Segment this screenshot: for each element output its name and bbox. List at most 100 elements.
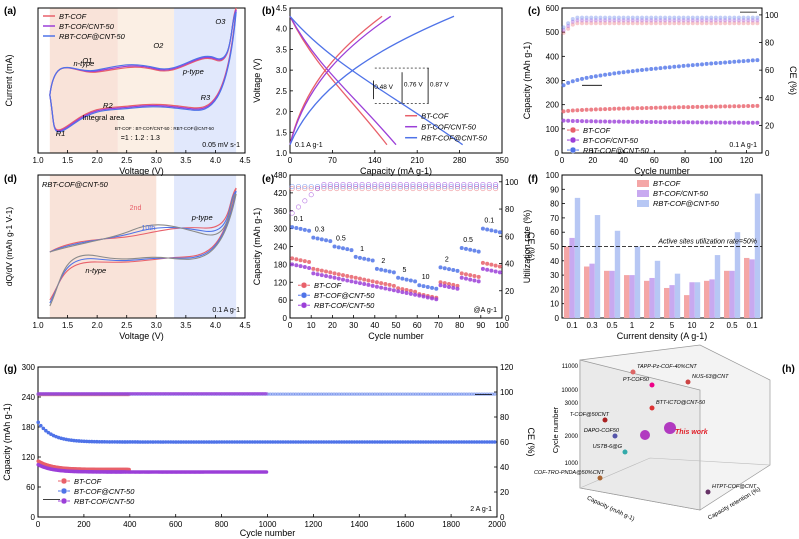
ce-point bbox=[493, 182, 499, 188]
series-1 bbox=[36, 420, 497, 444]
dqdv-charge-0 bbox=[49, 187, 237, 253]
ce-point bbox=[436, 392, 441, 396]
ce-point bbox=[644, 15, 649, 20]
data-point bbox=[425, 285, 430, 290]
data-point bbox=[434, 440, 438, 444]
data-point bbox=[189, 440, 194, 444]
x-tick-label: 0 bbox=[288, 321, 293, 330]
data-point bbox=[334, 440, 339, 444]
bar bbox=[624, 275, 630, 318]
data-point bbox=[379, 285, 384, 290]
point-label: PT-COF50 bbox=[623, 377, 650, 383]
data-point bbox=[723, 104, 728, 109]
y-tick-label: 200 bbox=[546, 101, 560, 110]
ce-point bbox=[630, 21, 635, 26]
bar bbox=[629, 275, 635, 318]
annot-rate: 0.05 mV s-1 bbox=[202, 142, 240, 149]
ce-point bbox=[736, 15, 741, 20]
ce-point bbox=[741, 15, 746, 20]
ce-point bbox=[566, 23, 571, 28]
data-point bbox=[299, 440, 303, 444]
data-point bbox=[242, 440, 247, 444]
ce-point bbox=[467, 392, 471, 396]
data-point bbox=[403, 440, 408, 444]
z-tick-label: 1000 bbox=[565, 461, 579, 467]
data-point bbox=[672, 120, 677, 125]
legend-label: BT-COF bbox=[421, 112, 449, 121]
point-label: T-COF@50CNT bbox=[570, 412, 610, 418]
point-label: This work bbox=[675, 429, 709, 436]
ce-point bbox=[391, 182, 397, 188]
series-1 bbox=[561, 118, 760, 125]
data-point bbox=[357, 440, 362, 444]
data-point bbox=[658, 66, 663, 71]
ce-point bbox=[732, 18, 737, 23]
ce-point bbox=[339, 392, 344, 396]
data-point bbox=[413, 279, 418, 284]
y2-axis-title: CE (%) bbox=[526, 232, 536, 261]
ce-point bbox=[469, 392, 474, 396]
y2-tick-label: 0 bbox=[500, 513, 505, 522]
data-point bbox=[681, 120, 686, 125]
y2-tick-label: 40 bbox=[505, 260, 514, 269]
y-tick-label: 20 bbox=[550, 285, 559, 294]
data-point bbox=[209, 440, 214, 444]
data-point bbox=[107, 440, 112, 444]
ce-point bbox=[653, 18, 658, 23]
panel-label-f: (f) bbox=[528, 174, 538, 185]
data-point bbox=[44, 428, 48, 433]
data-point bbox=[398, 440, 403, 444]
ce-point bbox=[461, 184, 467, 190]
point-label: NUS-63@CNT bbox=[692, 374, 729, 380]
point-label: USTB-6@G bbox=[593, 444, 623, 450]
data-point bbox=[598, 73, 603, 78]
data-point bbox=[681, 105, 686, 110]
x-tick-label: 60 bbox=[413, 321, 422, 330]
x-tick-label: 210 bbox=[411, 156, 425, 165]
data-point bbox=[616, 70, 621, 75]
data-point bbox=[575, 77, 580, 82]
x-axis-title: Cycle number bbox=[368, 331, 424, 341]
data-point bbox=[385, 440, 390, 444]
y2-axis-title: CE (%) bbox=[526, 428, 536, 457]
x-tick-label: 0.5 bbox=[606, 321, 618, 330]
data-point bbox=[353, 275, 358, 280]
ce-point bbox=[612, 15, 617, 20]
data-point bbox=[375, 440, 380, 444]
series-0 bbox=[561, 103, 760, 114]
cv-cathodic-2 bbox=[49, 11, 237, 133]
data-point bbox=[146, 440, 150, 444]
data-point bbox=[695, 120, 700, 125]
ce-point bbox=[598, 21, 603, 26]
data-point bbox=[750, 103, 755, 108]
ce-point bbox=[616, 15, 621, 20]
y-axis-title: Voltage (V) bbox=[252, 58, 262, 103]
data-point bbox=[489, 268, 494, 273]
data-point bbox=[467, 440, 471, 444]
data-point bbox=[417, 283, 422, 288]
data-point bbox=[663, 105, 668, 110]
data-point bbox=[755, 58, 760, 63]
data-point bbox=[345, 278, 350, 283]
data-point bbox=[347, 440, 352, 444]
data-point bbox=[570, 79, 575, 84]
data-point bbox=[709, 104, 714, 109]
data-point bbox=[92, 439, 97, 444]
ce-point bbox=[561, 30, 566, 35]
y-tick-label: 60 bbox=[26, 483, 35, 492]
data-point bbox=[362, 256, 367, 261]
ce-point bbox=[316, 392, 321, 396]
data-point bbox=[112, 440, 117, 444]
data-point bbox=[404, 287, 409, 292]
ce-point bbox=[327, 392, 331, 396]
data-point bbox=[387, 282, 392, 287]
ce-point bbox=[575, 18, 580, 23]
data-point bbox=[225, 440, 229, 444]
ce-point bbox=[713, 21, 718, 26]
ce-point bbox=[273, 392, 278, 396]
ce-point bbox=[635, 21, 640, 26]
y-tick-label: 360 bbox=[274, 207, 288, 216]
data-point bbox=[475, 440, 479, 444]
x-tick-label: 40 bbox=[370, 321, 379, 330]
data-point bbox=[566, 80, 571, 85]
